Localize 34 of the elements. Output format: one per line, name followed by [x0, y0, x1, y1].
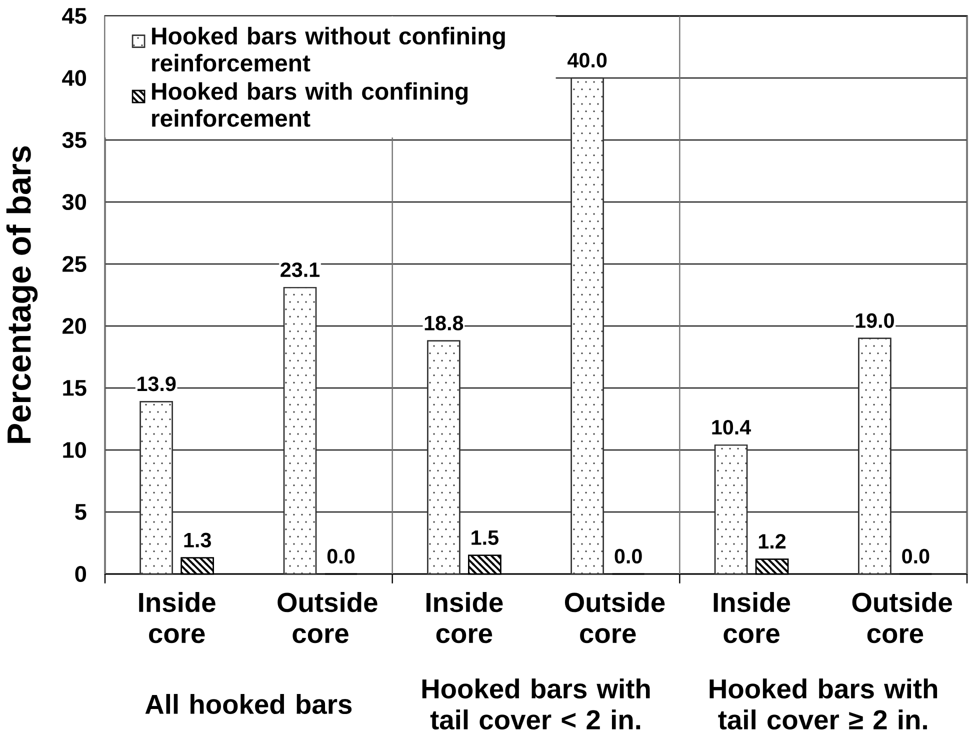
x-tick-label: Inside core [426, 592, 503, 644]
x-tick-label: Outside core [852, 592, 952, 644]
y-tick-label: 10 [63, 442, 86, 458]
legend-label: Hooked bars with confining reinforcement [152, 82, 468, 127]
data-label: 19.0 [856, 313, 894, 328]
data-label: 23.1 [280, 262, 320, 278]
legend-label: Hooked bars without confining reinforcement [152, 26, 505, 72]
x-tick-label: Inside core [139, 592, 216, 644]
data-label: 1.3 [184, 532, 211, 548]
y-tick-label: 35 [62, 132, 86, 148]
data-label: 40.0 [568, 52, 607, 68]
data-label: 10.4 [712, 420, 752, 435]
text: Hooked bars with tail cover ≥ 2 in. [710, 678, 938, 730]
text: All hooked bars [145, 694, 352, 714]
data-label: 0.0 [614, 548, 642, 564]
x-tick-label: Outside core [564, 592, 665, 644]
y-tick-label: 40 [62, 70, 86, 86]
text: Hooked bars with tail cover < 2 in. [422, 678, 650, 730]
data-label: 18.8 [424, 316, 464, 330]
y-tick-label: 20 [62, 318, 86, 334]
data-label: 0.0 [902, 548, 930, 564]
y-tick-label: 25 [62, 256, 86, 272]
data-label: 13.9 [138, 376, 176, 392]
x-tick-label: Outside core [278, 592, 378, 644]
data-label: 1.5 [472, 530, 498, 545]
y-tick-label: 15 [63, 380, 86, 396]
y-tick-label: 45 [62, 8, 86, 24]
data-label: 0.0 [327, 548, 355, 564]
x-tick-label: Inside core [714, 592, 790, 644]
y-tick-label: 30 [62, 194, 86, 210]
y-axis-title: Percentage of bars [6, 146, 38, 443]
data-label: 1.2 [758, 534, 786, 548]
y-tick-label: 0 [75, 566, 86, 582]
y-tick-label: 5 [75, 504, 86, 520]
